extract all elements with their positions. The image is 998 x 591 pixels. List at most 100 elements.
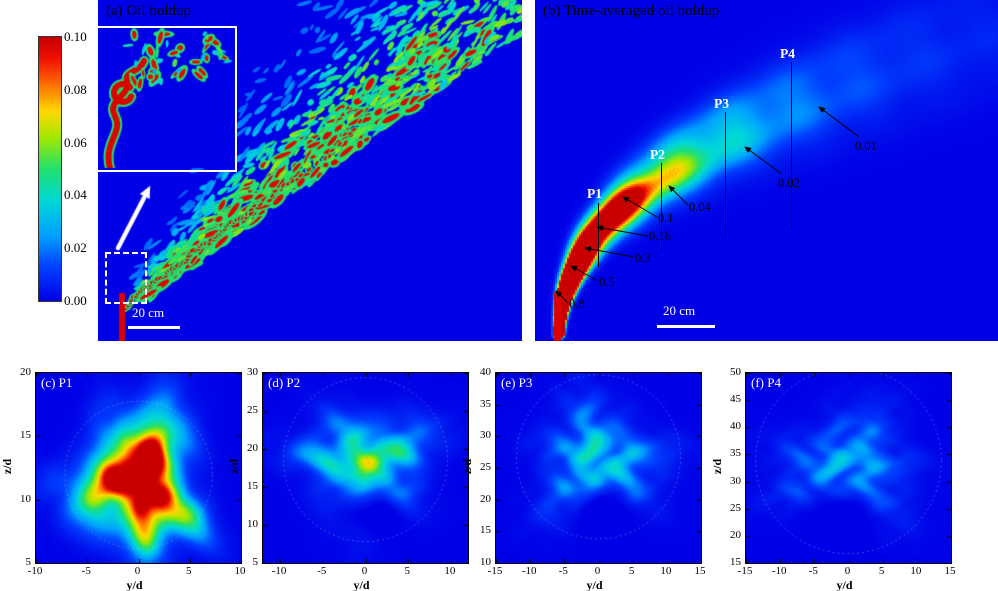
contour-arrow bbox=[584, 246, 635, 258]
x-tick-label: 10 bbox=[444, 565, 456, 577]
inset-zoom-box bbox=[96, 26, 237, 172]
y-tick-label: 30 bbox=[480, 429, 491, 442]
panel-f-cross-section: (f) P4 15 20 25 30 35 40 45 50 -15 -10 -5 0 5 10 15 z/d y… bbox=[710, 365, 960, 591]
x-tick-label: -5 bbox=[81, 565, 91, 577]
plot-area: (c) P1 bbox=[35, 372, 242, 564]
x-tick-label: -5 bbox=[558, 565, 568, 577]
y-tick-label: 20 bbox=[20, 366, 31, 378]
contour-value-label: 0.02 bbox=[778, 176, 800, 190]
contour-annotation-arrows bbox=[555, 106, 860, 304]
contour-value-label: 0.16 bbox=[649, 229, 671, 243]
colorbar-tick-label: 0.04 bbox=[64, 187, 87, 203]
x-tick-label: 10 bbox=[660, 565, 672, 577]
plot-area: (d) P2 bbox=[262, 372, 469, 564]
scale-bar-label-a: 20 cm bbox=[132, 305, 165, 320]
y-tick-label: 30 bbox=[730, 474, 741, 487]
x-tick-label: -5 bbox=[808, 565, 818, 577]
y-axis-label: z/d bbox=[460, 458, 475, 475]
y-tick-label: 30 bbox=[247, 366, 258, 378]
panel-e-field-canvas bbox=[496, 373, 701, 563]
profile-station-label: P2 bbox=[650, 147, 665, 162]
x-tick-label: 15 bbox=[944, 565, 956, 577]
x-tick-label: 10 bbox=[910, 565, 922, 577]
colorbar-tick-label: 0.08 bbox=[64, 81, 87, 97]
x-tick-label: 10 bbox=[234, 565, 246, 577]
x-tick-label: -15 bbox=[737, 565, 753, 577]
contour-arrow bbox=[668, 185, 689, 206]
x-tick-label: -10 bbox=[271, 565, 287, 577]
x-axis-label: y/d bbox=[586, 578, 603, 591]
panel-d-field-canvas bbox=[263, 373, 468, 563]
y-tick-label: 10 bbox=[20, 492, 31, 505]
panel-d-cross-section: (d) P2 5 10 15 20 25 30 -10 -5 0 5 10 z/d y/d bbox=[227, 365, 477, 591]
panel-e-title: (e) P3 bbox=[501, 375, 533, 390]
contour-value-label: 0.1 bbox=[658, 211, 674, 225]
y-tick-label: 25 bbox=[480, 461, 491, 473]
y-tick-label: 45 bbox=[730, 393, 741, 406]
y-tick-label: 40 bbox=[730, 420, 741, 433]
contour-arrow bbox=[555, 290, 569, 304]
scale-bar-line-a bbox=[128, 326, 180, 329]
y-tick-label: 5 bbox=[25, 556, 32, 568]
y-tick-label: 20 bbox=[730, 528, 741, 541]
x-tick-label: 0 bbox=[594, 565, 601, 577]
y-axis-label: z/d bbox=[710, 458, 725, 475]
panel-c-title: (c) P1 bbox=[41, 375, 73, 390]
contour-arrow bbox=[744, 146, 783, 175]
panel-f-field-canvas bbox=[746, 373, 951, 563]
contour-value-label: 0.5 bbox=[599, 275, 615, 289]
x-tick-label: 5 bbox=[404, 565, 410, 577]
panel-a-title: (a) Oil holdup bbox=[106, 3, 191, 19]
colorbar-tick-label: 0.00 bbox=[64, 293, 87, 308]
x-tick-label: -5 bbox=[317, 565, 327, 577]
panel-d-title: (d) P2 bbox=[268, 375, 301, 390]
panel-b-field-canvas bbox=[535, 0, 998, 341]
panel-b-title: (b) Time-averaged oil holdup bbox=[543, 3, 720, 19]
y-tick-label: 15 bbox=[480, 524, 491, 537]
contour-arrow bbox=[596, 225, 649, 237]
x-tick-label: 15 bbox=[694, 565, 706, 577]
x-tick-label: 0 bbox=[361, 565, 368, 577]
scale-bar-label-b: 20 cm bbox=[663, 303, 696, 318]
contour-value-label: 0.04 bbox=[689, 200, 711, 214]
colorbar-tick-label: 0.06 bbox=[64, 134, 87, 150]
y-tick-label: 40 bbox=[480, 366, 491, 378]
profile-station-line bbox=[725, 112, 726, 237]
dashed-sampling-box bbox=[105, 252, 147, 304]
profile-station-line bbox=[661, 163, 662, 250]
y-axis-label: z/d bbox=[0, 458, 15, 475]
y-tick-label: 20 bbox=[480, 492, 491, 505]
y-tick-label: 35 bbox=[480, 397, 491, 410]
contour-value-label: 0.8 bbox=[569, 297, 585, 311]
y-tick-label: 15 bbox=[20, 429, 31, 442]
x-axis-label: y/d bbox=[836, 578, 853, 591]
x-tick-label: 5 bbox=[186, 565, 192, 577]
panel-e-cross-section: (e) P3 10 15 20 25 30 35 40 -15 -10 -5 0 5 10 15 z/d y/d bbox=[460, 365, 710, 591]
x-tick-label: 0 bbox=[134, 565, 141, 577]
y-axis-label: z/d bbox=[227, 458, 242, 475]
panel-c-cross-section: (c) P1 5 10 15 20 -10 -5 0 5 10 z/d y/d bbox=[0, 365, 250, 591]
contour-value-label: 0.01 bbox=[855, 139, 877, 153]
y-tick-label: 50 bbox=[730, 366, 741, 378]
plot-area: (e) P3 bbox=[495, 372, 702, 564]
y-tick-label: 5 bbox=[252, 556, 259, 568]
x-axis-label: y/d bbox=[126, 578, 143, 591]
contour-arrow bbox=[570, 265, 599, 282]
contour-value-label: 0.3 bbox=[635, 251, 651, 265]
x-tick-label: -15 bbox=[487, 565, 503, 577]
panel-c-field-canvas bbox=[36, 373, 241, 563]
panel-f-title: (f) P4 bbox=[751, 375, 781, 390]
y-tick-label: 15 bbox=[730, 556, 741, 568]
y-tick-label: 15 bbox=[247, 480, 258, 492]
colorbar-tick-label: 0.10 bbox=[64, 29, 87, 44]
colorbar-gradient bbox=[38, 36, 62, 302]
x-axis-label: y/d bbox=[353, 578, 370, 591]
y-tick-label: 10 bbox=[247, 518, 258, 530]
x-tick-label: -10 bbox=[521, 565, 537, 577]
x-tick-label: -10 bbox=[27, 565, 43, 577]
panel-a-instantaneous: (a) Oil holdup 20 cm bbox=[96, 0, 522, 341]
y-tick-label: 10 bbox=[480, 556, 491, 568]
panel-b-time-averaged: (b) Time-averaged oil holdup 20 cm P1 P2 P… bbox=[535, 0, 998, 341]
y-tick-label: 20 bbox=[247, 442, 258, 454]
